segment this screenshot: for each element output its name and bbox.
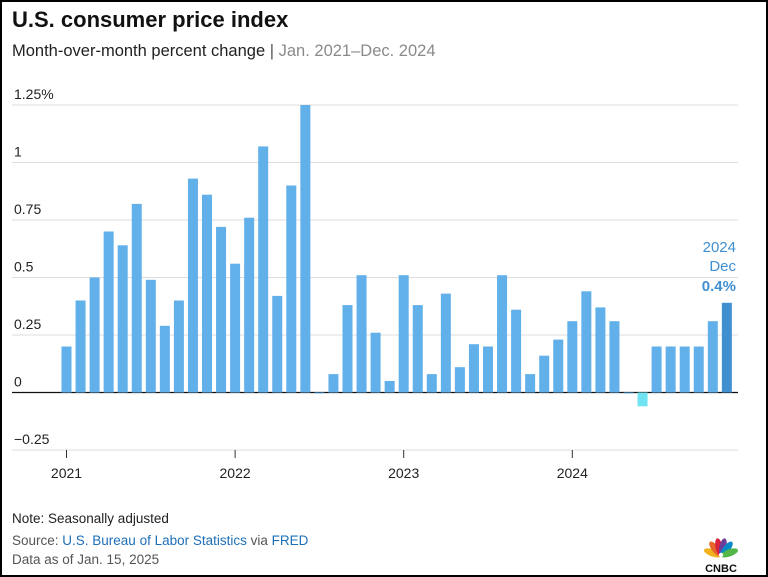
bar-jan-2022 <box>230 263 241 393</box>
chart-title: U.S. consumer price index <box>12 7 289 32</box>
bar-jun-2024 <box>637 392 648 407</box>
bar-mar-2023 <box>426 374 437 393</box>
annotation-value: 0.4% <box>702 278 736 295</box>
subtitle-separator: | <box>269 42 275 60</box>
y-tick-label: 1 <box>14 144 22 160</box>
bar-mar-2021 <box>89 277 100 393</box>
bar-apr-2024 <box>609 321 620 393</box>
bar-jun-2022 <box>300 105 311 393</box>
y-tick-label: 1.25% <box>14 86 54 102</box>
bar-sep-2022 <box>342 305 353 393</box>
bar-feb-2022 <box>244 217 255 393</box>
bar-chart: 1.25% 1 0.75 0.5 0.25 0 −0.25 2021 2022 2023 2024… <box>12 86 738 481</box>
bar-dec-2022 <box>384 381 395 393</box>
bar-nov-2023 <box>539 355 550 393</box>
bar-dec-2021 <box>216 226 227 393</box>
annotation-month: Dec <box>709 258 736 275</box>
bar-sep-2024 <box>679 346 690 393</box>
x-tick-label: 2021 <box>51 465 82 481</box>
latest-value-annotation: 2024 Dec 0.4% <box>702 239 737 295</box>
source-bls-link[interactable]: U.S. Bureau of Labor Statistics <box>62 533 247 548</box>
bar-aug-2022 <box>328 374 339 393</box>
source-prefix: Source: <box>12 533 63 548</box>
bar-jul-2024 <box>651 346 662 393</box>
x-tick-label: 2024 <box>557 465 588 481</box>
bar-may-2024 <box>623 392 634 394</box>
bar-apr-2022 <box>272 295 283 393</box>
y-tick-label: 0.75 <box>14 201 41 217</box>
source-line: Source: U.S. Bureau of Labor Statistics … <box>12 533 308 548</box>
bar-jan-2023 <box>398 275 409 393</box>
bar-jul-2021 <box>145 279 156 393</box>
bar-jul-2022 <box>314 392 325 394</box>
y-tick-label: −0.25 <box>14 431 50 447</box>
bar-may-2022 <box>286 185 297 393</box>
bar-nov-2021 <box>202 194 212 393</box>
bar-jun-2021 <box>131 203 142 393</box>
bar-aug-2024 <box>665 346 676 393</box>
bar-jul-2023 <box>483 346 493 393</box>
bar-nov-2022 <box>370 332 381 393</box>
y-tick-label: 0.25 <box>14 316 41 332</box>
y-tick-label: 0.5 <box>14 259 34 275</box>
bar-oct-2022 <box>356 275 367 393</box>
bar-jan-2024 <box>567 321 578 393</box>
bar-feb-2021 <box>75 300 86 393</box>
source-fred-link[interactable]: FRED <box>271 533 309 548</box>
bar-nov-2024 <box>707 321 718 393</box>
subtitle-text: Month-over-month percent change <box>12 42 266 60</box>
bar-oct-2021 <box>187 178 198 393</box>
bar-feb-2024 <box>581 291 592 393</box>
subtitle-date-range: Jan. 2021–Dec. 2024 <box>278 42 436 60</box>
source-via: via <box>246 533 272 548</box>
chart-subtitle: Month-over-month percent change | Jan. 2… <box>12 42 436 61</box>
bar-dec-2023 <box>553 339 564 393</box>
bar-sep-2021 <box>173 300 184 393</box>
bar-mar-2022 <box>258 146 269 393</box>
peacock-feather <box>703 548 722 558</box>
bars <box>61 105 732 407</box>
x-tick-label: 2023 <box>388 465 419 481</box>
y-tick-label: 0 <box>14 374 22 390</box>
bar-aug-2021 <box>159 325 170 393</box>
bar-aug-2023 <box>497 275 508 393</box>
bar-oct-2023 <box>525 374 536 393</box>
bar-dec-2024 <box>721 302 732 393</box>
data-as-of: Data as of Jan. 15, 2025 <box>12 552 160 567</box>
annotation-year: 2024 <box>703 239 736 256</box>
peacock-feather <box>720 548 739 558</box>
bar-apr-2021 <box>103 231 114 393</box>
bar-sep-2023 <box>511 309 522 393</box>
bar-mar-2024 <box>595 307 606 393</box>
peacock-icon <box>703 538 739 558</box>
bar-feb-2023 <box>412 305 423 393</box>
bar-oct-2024 <box>693 346 704 393</box>
x-tick-label: 2022 <box>220 465 251 481</box>
footnote: Note: Seasonally adjusted <box>12 511 169 526</box>
bar-apr-2023 <box>440 293 451 393</box>
cnbc-logo-text: CNBC <box>705 563 737 574</box>
bar-jun-2023 <box>468 344 479 393</box>
cnbc-logo: CNBC <box>703 538 739 574</box>
bar-may-2021 <box>117 245 128 393</box>
y-axis-labels: 1.25% 1 0.75 0.5 0.25 0 −0.25 <box>14 86 54 447</box>
peacock-body <box>718 552 724 558</box>
bar-may-2023 <box>454 367 465 393</box>
x-axis: 2021 2022 2023 2024 <box>51 450 588 481</box>
bar-jan-2021 <box>61 346 72 393</box>
